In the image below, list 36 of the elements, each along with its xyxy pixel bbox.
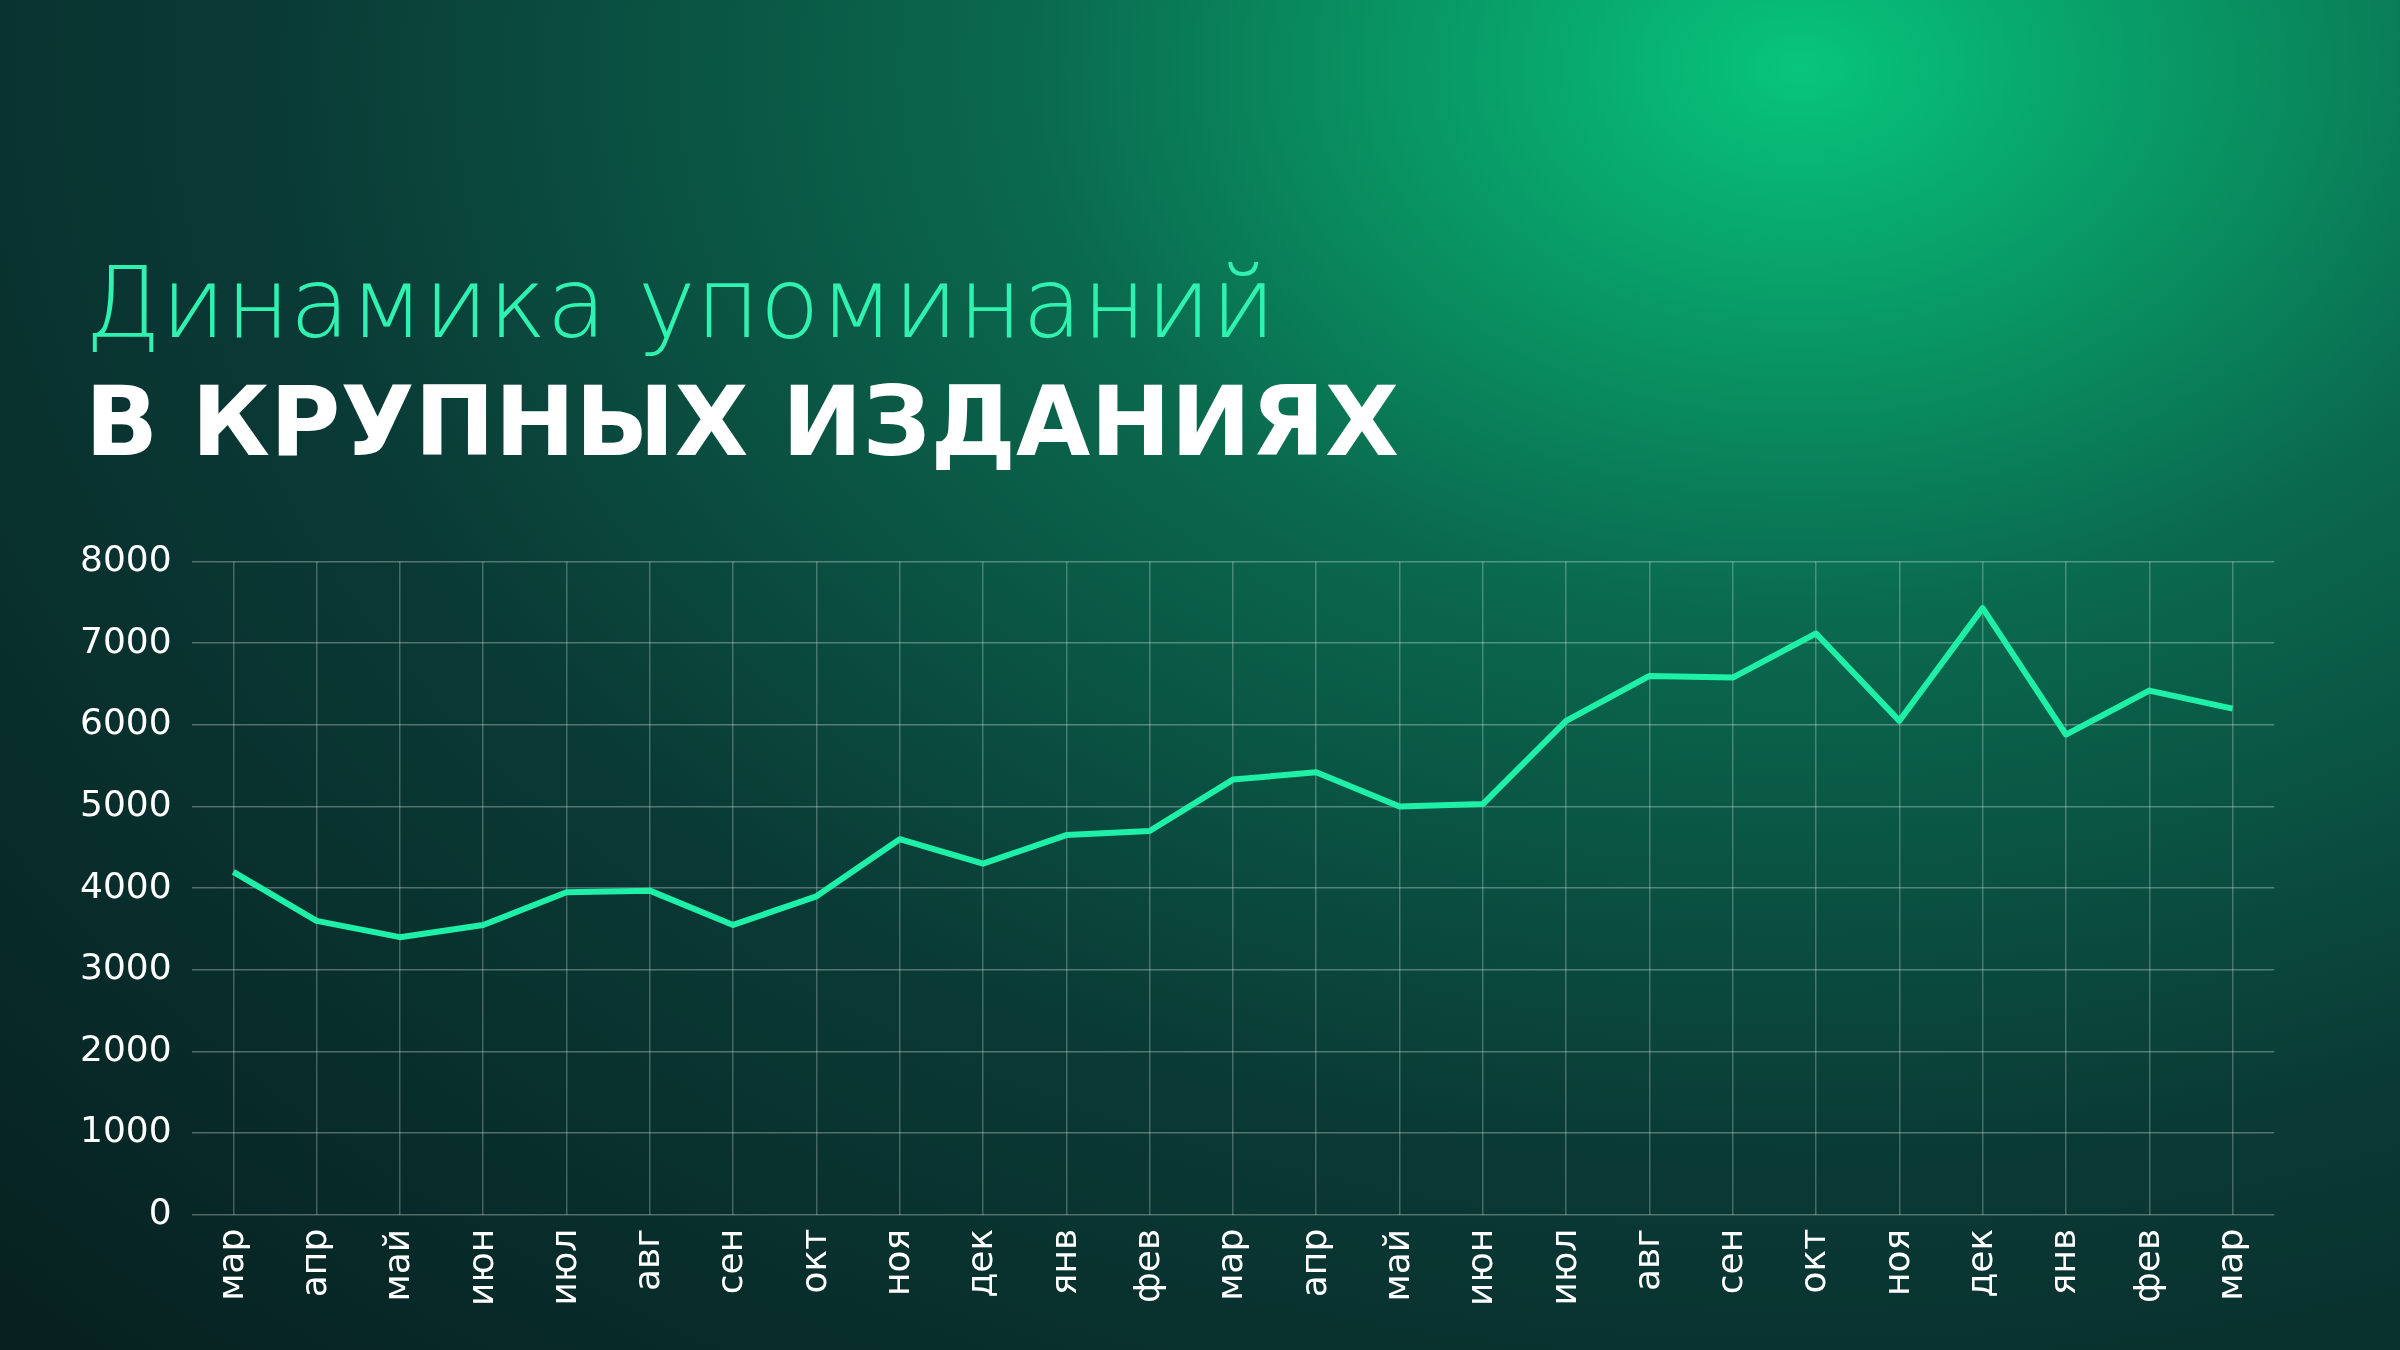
x-tick-label: мар [2208,1228,2250,1301]
x-tick-label: июн [1459,1228,1501,1307]
y-tick-label: 6000 [79,701,172,743]
x-tick-label: май [376,1228,418,1302]
x-tick-label: дек [959,1228,1001,1298]
y-tick-label: 4000 [79,864,172,906]
y-tick-label: 7000 [79,619,172,661]
x-tick-label: мар [1209,1228,1251,1301]
x-tick-label: фев [1125,1228,1167,1303]
x-tick-label: окт [792,1228,834,1294]
x-tick-label: апр [292,1228,334,1298]
x-tick-label: сен [709,1228,751,1295]
x-tick-label: авг [1625,1228,1667,1291]
x-tick-label: июн [459,1228,501,1307]
x-tick-label: ноя [876,1228,918,1296]
x-tick-label: мар [209,1228,251,1301]
x-tick-label: янв [2042,1228,2084,1296]
x-tick-label: янв [1042,1228,1084,1296]
chart-title: Динамика упоминаний [85,246,1276,360]
y-tick-label: 5000 [79,782,172,824]
x-tick-label: июл [1542,1228,1584,1306]
chart-subtitle: В КРУПНЫХ ИЗДАНИЯХ [85,366,1399,478]
x-tick-label: апр [1292,1228,1334,1298]
x-tick-label: сен [1709,1228,1751,1295]
x-tick-label: ноя [1875,1228,1917,1296]
y-tick-label: 1000 [79,1109,172,1151]
x-tick-label: фев [2125,1228,2167,1303]
x-tick-label: авг [626,1228,668,1291]
y-tick-label: 2000 [79,1027,172,1069]
y-tick-label: 8000 [79,537,172,579]
x-tick-label: июл [542,1228,584,1306]
y-tick-label: 0 [148,1191,172,1233]
x-tick-label: окт [1792,1228,1834,1294]
x-tick-label: май [1375,1228,1417,1302]
x-tick-label: дек [1959,1228,2001,1298]
y-tick-label: 3000 [79,946,172,988]
